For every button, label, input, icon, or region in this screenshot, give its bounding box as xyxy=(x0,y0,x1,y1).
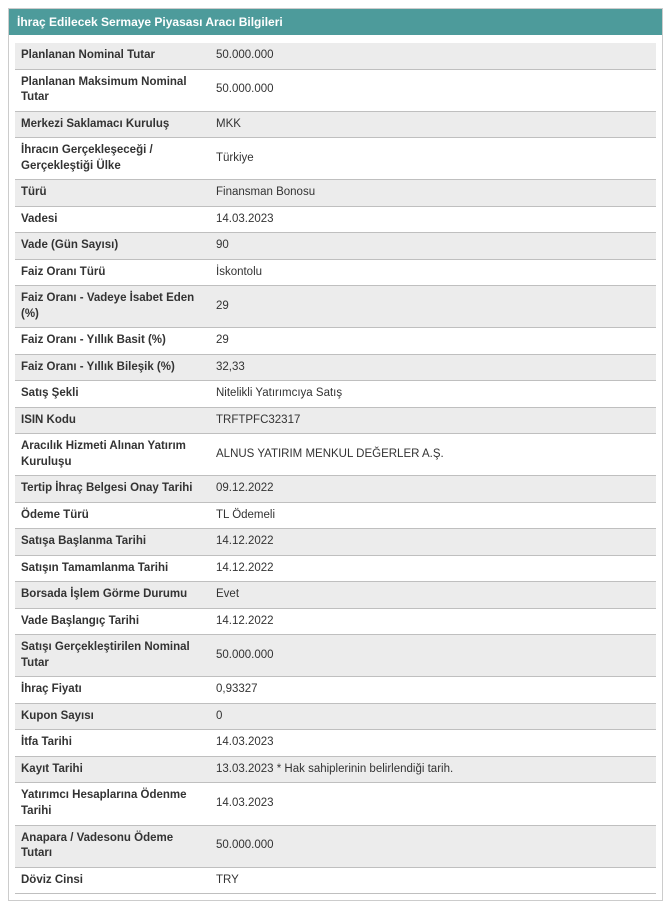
row-label: Ödeme Türü xyxy=(15,502,210,529)
row-value: 29 xyxy=(210,328,656,355)
panel-title: İhraç Edilecek Sermaye Piyasası Aracı Bi… xyxy=(9,9,662,35)
row-value: 14.12.2022 xyxy=(210,555,656,582)
row-value: 09.12.2022 xyxy=(210,476,656,503)
row-label: İhraç Fiyatı xyxy=(15,677,210,704)
row-label: Vadesi xyxy=(15,206,210,233)
row-label: Vade Başlangıç Tarihi xyxy=(15,608,210,635)
row-value: 29 xyxy=(210,286,656,328)
row-label: Döviz Cinsi xyxy=(15,867,210,894)
table-row: Kupon Sayısı0 xyxy=(15,703,656,730)
table-row: Faiz Oranı - Vadeye İsabet Eden (%)29 xyxy=(15,286,656,328)
row-value: 90 xyxy=(210,233,656,260)
table-row: Planlanan Nominal Tutar50.000.000 xyxy=(15,43,656,69)
table-container: Planlanan Nominal Tutar50.000.000Planlan… xyxy=(9,35,662,900)
row-label: Türü xyxy=(15,180,210,207)
row-label: İhracın Gerçekleşeceği / Gerçekleştiği Ü… xyxy=(15,138,210,180)
table-row: Satışa Başlanma Tarihi14.12.2022 xyxy=(15,529,656,556)
row-value: MKK xyxy=(210,111,656,138)
row-label: Kupon Sayısı xyxy=(15,703,210,730)
row-value: Türkiye xyxy=(210,138,656,180)
table-row: Borsada İşlem Görme DurumuEvet xyxy=(15,582,656,609)
row-value: 32,33 xyxy=(210,354,656,381)
row-value: Evet xyxy=(210,582,656,609)
row-label: Tertip İhraç Belgesi Onay Tarihi xyxy=(15,476,210,503)
row-value: 14.03.2023 xyxy=(210,206,656,233)
row-value: 50.000.000 xyxy=(210,635,656,677)
row-label: Borsada İşlem Görme Durumu xyxy=(15,582,210,609)
row-label: Planlanan Nominal Tutar xyxy=(15,43,210,69)
table-row: Faiz Oranı - Yıllık Basit (%)29 xyxy=(15,328,656,355)
table-row: Döviz CinsiTRY xyxy=(15,867,656,894)
row-label: ISIN Kodu xyxy=(15,407,210,434)
row-label: Satışın Tamamlanma Tarihi xyxy=(15,555,210,582)
row-value: 0,93327 xyxy=(210,677,656,704)
table-row: Planlanan Maksimum Nominal Tutar50.000.0… xyxy=(15,69,656,111)
row-label: İtfa Tarihi xyxy=(15,730,210,757)
info-panel: İhraç Edilecek Sermaye Piyasası Aracı Bi… xyxy=(8,8,663,901)
table-row: Faiz Oranı - Yıllık Bileşik (%)32,33 xyxy=(15,354,656,381)
table-row: Vadesi14.03.2023 xyxy=(15,206,656,233)
row-value: 14.12.2022 xyxy=(210,608,656,635)
row-label: Anapara / Vadesonu Ödeme Tutarı xyxy=(15,825,210,867)
table-row: Satışın Tamamlanma Tarihi14.12.2022 xyxy=(15,555,656,582)
table-row: ISIN KoduTRFTPFC32317 xyxy=(15,407,656,434)
row-value: 14.03.2023 xyxy=(210,783,656,825)
row-value: İskontolu xyxy=(210,259,656,286)
row-label: Aracılık Hizmeti Alınan Yatırım Kuruluşu xyxy=(15,434,210,476)
row-label: Planlanan Maksimum Nominal Tutar xyxy=(15,69,210,111)
row-label: Vade (Gün Sayısı) xyxy=(15,233,210,260)
table-row: Vade (Gün Sayısı)90 xyxy=(15,233,656,260)
row-label: Satışı Gerçekleştirilen Nominal Tutar xyxy=(15,635,210,677)
table-row: TürüFinansman Bonosu xyxy=(15,180,656,207)
row-value: 13.03.2023 * Hak sahiplerinin belirlendi… xyxy=(210,756,656,783)
row-value: TRY xyxy=(210,867,656,894)
row-value: Nitelikli Yatırımcıya Satış xyxy=(210,381,656,408)
row-value: 50.000.000 xyxy=(210,43,656,69)
row-value: 50.000.000 xyxy=(210,825,656,867)
table-row: Ödeme TürüTL Ödemeli xyxy=(15,502,656,529)
table-row: Vade Başlangıç Tarihi14.12.2022 xyxy=(15,608,656,635)
table-row: Faiz Oranı Türüİskontolu xyxy=(15,259,656,286)
table-row: Kayıt Tarihi13.03.2023 * Hak sahiplerini… xyxy=(15,756,656,783)
row-label: Satış Şekli xyxy=(15,381,210,408)
row-value: 50.000.000 xyxy=(210,69,656,111)
row-value: 14.12.2022 xyxy=(210,529,656,556)
table-row: İhraç Fiyatı0,93327 xyxy=(15,677,656,704)
row-label: Yatırımcı Hesaplarına Ödenme Tarihi xyxy=(15,783,210,825)
row-value: 0 xyxy=(210,703,656,730)
row-value: TL Ödemeli xyxy=(210,502,656,529)
row-label: Faiz Oranı - Yıllık Bileşik (%) xyxy=(15,354,210,381)
table-row: İtfa Tarihi14.03.2023 xyxy=(15,730,656,757)
table-row: Yatırımcı Hesaplarına Ödenme Tarihi14.03… xyxy=(15,783,656,825)
info-table: Planlanan Nominal Tutar50.000.000Planlan… xyxy=(15,43,656,894)
row-label: Kayıt Tarihi xyxy=(15,756,210,783)
table-row: Aracılık Hizmeti Alınan Yatırım Kuruluşu… xyxy=(15,434,656,476)
row-value: Finansman Bonosu xyxy=(210,180,656,207)
table-row: Satış ŞekliNitelikli Yatırımcıya Satış xyxy=(15,381,656,408)
table-row: Merkezi Saklamacı KuruluşMKK xyxy=(15,111,656,138)
row-label: Faiz Oranı - Vadeye İsabet Eden (%) xyxy=(15,286,210,328)
row-value: ALNUS YATIRIM MENKUL DEĞERLER A.Ş. xyxy=(210,434,656,476)
row-label: Merkezi Saklamacı Kuruluş xyxy=(15,111,210,138)
table-row: Tertip İhraç Belgesi Onay Tarihi09.12.20… xyxy=(15,476,656,503)
row-label: Faiz Oranı - Yıllık Basit (%) xyxy=(15,328,210,355)
row-label: Satışa Başlanma Tarihi xyxy=(15,529,210,556)
table-row: Anapara / Vadesonu Ödeme Tutarı50.000.00… xyxy=(15,825,656,867)
row-label: Faiz Oranı Türü xyxy=(15,259,210,286)
table-row: İhracın Gerçekleşeceği / Gerçekleştiği Ü… xyxy=(15,138,656,180)
table-row: Satışı Gerçekleştirilen Nominal Tutar50.… xyxy=(15,635,656,677)
row-value: 14.03.2023 xyxy=(210,730,656,757)
row-value: TRFTPFC32317 xyxy=(210,407,656,434)
